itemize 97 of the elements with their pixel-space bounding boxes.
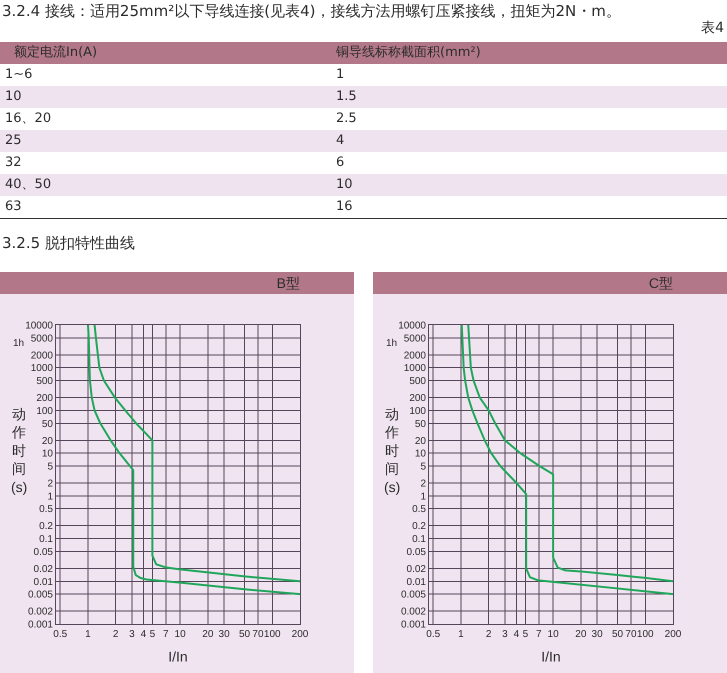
y-tick-label: 0.5 — [412, 504, 426, 516]
x-tick-label: 100 — [264, 629, 282, 640]
y-tick-label: 200 — [409, 393, 426, 404]
y-tick-label: 2 — [47, 478, 54, 490]
text: 16、20 — [5, 111, 52, 126]
text: 3.2.4 接线：适用25mm²以下导线连接(见表4)，接线方法用螺钉压紧接线，扭矩为2N・m。 — [2, 1, 621, 21]
text: 6 — [336, 155, 344, 170]
x-tick-label: 100 — [636, 629, 654, 640]
y-tick-label: 1000 — [404, 363, 426, 374]
y-tick-label: 0.05 — [34, 546, 54, 558]
x-tick-label: 2 — [486, 629, 492, 640]
text: 16 — [336, 199, 353, 214]
chart-title: C型 — [648, 274, 673, 291]
chart-title: B型 — [276, 274, 300, 291]
text: 1 — [336, 67, 344, 82]
y-tick-label: 10 — [414, 448, 426, 460]
x-tick-label: 70 — [252, 629, 264, 640]
y-tick-label: 5 — [420, 462, 426, 472]
y-tick-label: 0.002 — [28, 606, 54, 618]
y-tick-label: 2000 — [404, 350, 426, 362]
x-tick-label: 3 — [129, 629, 136, 640]
text: 铜导线标称截面积(mm²) — [336, 45, 481, 60]
text: 40、50 — [5, 177, 52, 192]
x-tick-label: 1 — [85, 629, 92, 640]
x-axis-title: I/In — [541, 648, 561, 664]
x-tick-label: 5 — [150, 629, 156, 640]
y-tick-label: 2 — [420, 478, 426, 490]
text: 额定电流In(A) — [14, 45, 98, 60]
y-tick-label: 0.05 — [406, 546, 426, 558]
y-tick-label: 0.2 — [39, 521, 54, 532]
text: 32 — [5, 155, 22, 170]
y-tick-label: 0.001 — [400, 620, 426, 630]
text: 3.2.5 脱扣特性曲线 — [2, 233, 135, 253]
y-tick-label: 5000 — [404, 333, 426, 344]
y-tick-label: 10000 — [398, 320, 426, 332]
text: 1h — [386, 338, 398, 349]
x-tick-label: 200 — [292, 629, 309, 640]
y-tick-label: 500 — [409, 376, 426, 388]
text: 10 — [5, 89, 22, 104]
y-tick-label: 2000 — [30, 350, 54, 362]
y-tick-label: 0.02 — [406, 564, 426, 575]
x-tick-label: 7 — [163, 629, 170, 640]
y-tick-label: 0.02 — [34, 564, 54, 575]
x-tick-label: 2 — [112, 629, 119, 640]
x-tick-label: 30 — [592, 629, 604, 640]
x-tick-label: 20 — [202, 629, 214, 640]
y-tick-label: 0.005 — [400, 590, 426, 601]
text: 4 — [336, 133, 344, 148]
y-tick-label: 5000 — [30, 333, 54, 344]
y-axis-title: 动作时间(s) — [384, 406, 400, 495]
x-tick-label: 7 — [536, 629, 542, 640]
x-tick-label: 50 — [238, 629, 251, 640]
x-tick-label: 3 — [502, 629, 508, 640]
x-tick-label: 10 — [548, 629, 560, 640]
y-tick-label: 0.1 — [39, 534, 54, 546]
y-tick-label: 50 — [414, 418, 426, 430]
y-tick-label: 1 — [47, 491, 54, 502]
x-tick-label: 200 — [664, 629, 682, 640]
x-tick-label: 10 — [174, 629, 186, 640]
text: 1.5 — [336, 89, 357, 104]
y-tick-label: 200 — [36, 393, 54, 404]
text: 表4 — [701, 19, 724, 37]
y-tick-label: 20 — [42, 436, 54, 447]
y-tick-label: 0.002 — [400, 606, 426, 618]
x-tick-label: 4 — [514, 629, 520, 640]
y-tick-label: 0.2 — [412, 521, 426, 532]
y-tick-label: 50 — [42, 418, 54, 430]
y-tick-label: 10 — [42, 448, 54, 460]
y-tick-label: 20 — [414, 436, 426, 447]
y-tick-label: 0.001 — [28, 620, 54, 630]
y-tick-label: 500 — [36, 376, 54, 388]
y-tick-label: 0.5 — [39, 504, 54, 516]
y-tick-label: 5 — [47, 462, 54, 472]
x-tick-label: 70 — [625, 629, 637, 640]
y-tick-label: 100 — [36, 406, 54, 417]
text: 1~6 — [5, 67, 32, 82]
x-tick-label: 30 — [218, 629, 230, 640]
x-tick-label: 1 — [458, 629, 464, 640]
y-tick-label: 0.01 — [34, 576, 54, 588]
x-tick-label: 20 — [575, 629, 587, 640]
y-tick-label: 1 — [420, 491, 426, 502]
y-tick-label: 1000 — [30, 363, 54, 374]
x-axis-title: I/In — [168, 648, 188, 664]
y-tick-label: 0.005 — [28, 590, 54, 601]
text: 2.5 — [336, 111, 357, 126]
y-tick-label: 0.1 — [412, 534, 426, 546]
text: 25 — [5, 133, 22, 148]
text: 1h — [13, 338, 24, 349]
x-tick-label: 5 — [522, 629, 529, 640]
y-axis-title: 动作时间(s) — [11, 406, 28, 495]
y-tick-label: 0.01 — [406, 576, 426, 588]
text: 10 — [336, 177, 353, 192]
y-tick-label: 10000 — [25, 320, 54, 332]
x-tick-label: 4 — [140, 629, 147, 640]
y-tick-label: 100 — [409, 406, 426, 417]
text: 63 — [5, 199, 22, 214]
x-tick-label: 50 — [612, 629, 624, 640]
